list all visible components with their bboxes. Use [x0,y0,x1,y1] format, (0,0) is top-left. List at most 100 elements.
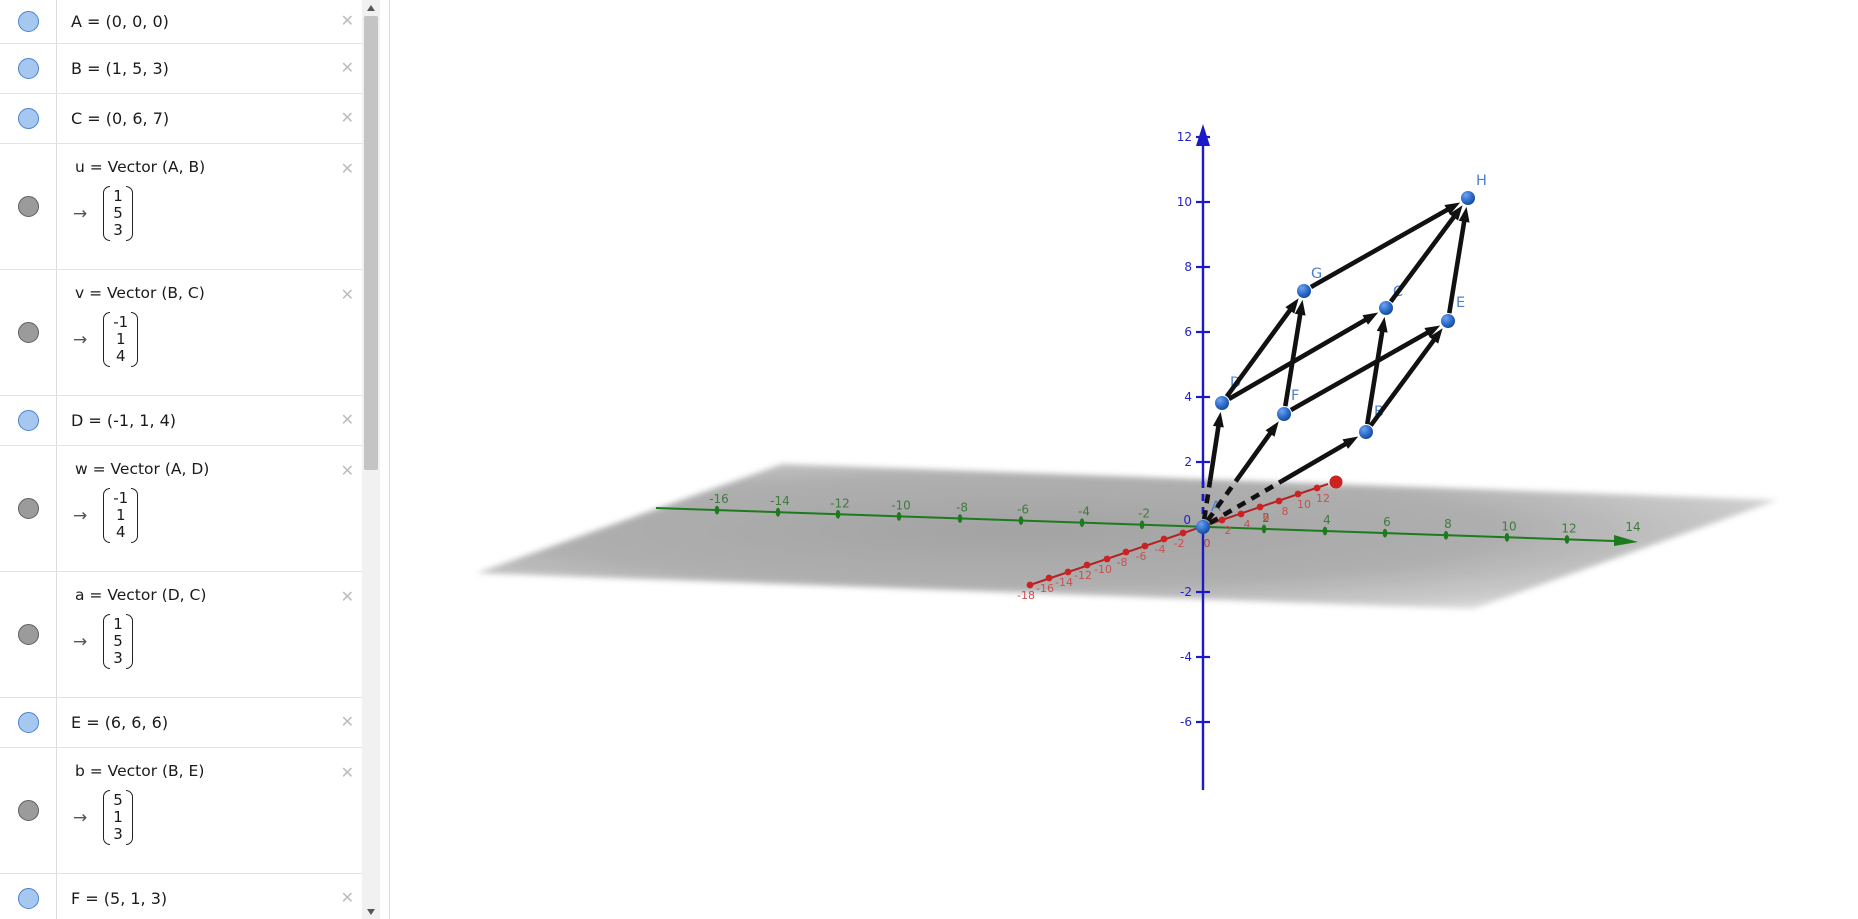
vector-arrowhead-icon [1362,312,1379,325]
x-tick-label: -6 [1136,550,1147,563]
visibility-toggle[interactable] [17,58,39,79]
scroll-up-button[interactable] [362,0,380,15]
point-F[interactable] [1277,407,1291,421]
visibility-toggle[interactable] [17,410,39,431]
x-axis-tick [1122,548,1130,556]
vector-edge-A-B[interactable] [1208,436,1359,525]
row-close-button[interactable]: ✕ [340,463,354,480]
scrollbar-thumb[interactable] [364,16,378,470]
visibility-toggle[interactable] [17,800,39,821]
point-H[interactable] [1461,191,1475,205]
point-label-H: H [1476,173,1487,189]
bullet-cell [0,144,57,269]
vector-shaft [1234,430,1274,483]
z-axis-arrow-icon [1196,124,1210,146]
z-tick-label: 2 [1184,455,1192,469]
point-G[interactable] [1297,284,1311,298]
algebra-expression[interactable]: u = Vector (A, B) → 1 5 3 [57,144,362,269]
point-D[interactable] [1215,396,1229,410]
matrix-paren-left [103,488,111,543]
scroll-up-icon [367,4,375,11]
point-B[interactable] [1359,425,1373,439]
point-C[interactable] [1379,301,1393,315]
bullet-cell [0,748,57,873]
scroll-down-button[interactable] [362,904,380,919]
vector-edge-B-C[interactable] [1365,316,1388,425]
visibility-toggle[interactable] [17,196,39,217]
y-tick-label: 12 [1561,521,1576,535]
vector-edge-A-F[interactable] [1205,421,1279,522]
vector-edge-F-E[interactable] [1289,325,1441,413]
row-close-button[interactable]: ✕ [340,109,354,127]
vector-edge-A-D[interactable] [1201,411,1224,520]
y-axis-tick [1139,520,1145,530]
algebra-expression[interactable]: C = (0, 6, 7) [57,94,362,143]
matrix-paren-right [131,488,139,543]
vector-arrowhead-icon [1424,325,1441,338]
algebra-expression[interactable]: A = (0, 0, 0) [57,0,362,43]
vector-edge-D-C[interactable] [1227,312,1379,401]
row-close-button[interactable]: ✕ [340,59,354,77]
graphics-3d-view[interactable]: -16 -14 -12 -10 -8 -6 -4 -2 2 4 6 8 10 12 14 -18 -16 -14-… [389,0,1858,919]
row-close-button[interactable]: ✕ [340,161,354,178]
y-axis-tick [775,507,781,517]
visibility-toggle[interactable] [17,888,39,909]
vector-shaft [1201,480,1213,520]
x-axis-tick [1218,516,1226,524]
point-E[interactable] [1441,314,1455,328]
row-close-button[interactable]: ✕ [340,765,354,782]
algebra-expression[interactable]: B = (1, 5, 3) [57,44,362,93]
matrix-paren-right [125,614,133,669]
vector-component: 1 [113,615,123,633]
vector-component: -1 [113,313,129,331]
row-close-button[interactable]: ✕ [340,411,354,429]
vector-edge-G-H[interactable] [1309,202,1461,290]
point-definition-text: A = (0, 0, 0) [71,12,169,31]
algebra-scrollbar[interactable] [362,0,380,919]
y-tick-label: 10 [1501,519,1516,533]
y-tick-label: 4 [1323,513,1331,527]
algebra-expression[interactable]: E = (6, 6, 6) [57,698,362,747]
row-close-button[interactable]: ✕ [340,713,354,731]
vector-arrowhead-icon [1458,206,1470,223]
visibility-toggle[interactable] [17,624,39,645]
row-close-button[interactable]: ✕ [340,287,354,304]
y-tick-label: -2 [1138,507,1150,521]
algebra-expression[interactable]: b = Vector (B, E) → 5 1 3 [57,748,362,873]
algebra-view-panel: A = (0, 0, 0) ✕ B = (1, 5, 3) ✕ C = (0, 6, 7… [0,0,388,919]
vector-edge-D-G[interactable] [1224,298,1299,398]
point-label-A: A [1211,499,1221,515]
vector-edge-F-G[interactable] [1283,299,1306,407]
vector-shaft [1208,479,1284,525]
vector-shaft [1280,441,1349,483]
visibility-toggle[interactable] [17,498,39,519]
visibility-toggle[interactable] [17,11,39,32]
matrix-paren-left [103,186,111,241]
visibility-toggle[interactable] [17,322,39,343]
vector-shaft [1447,219,1467,314]
algebra-expression[interactable]: w = Vector (A, D) → -1 1 4 [57,446,362,571]
row-close-button[interactable]: ✕ [340,12,354,30]
point-definition-text: B = (1, 5, 3) [71,59,169,78]
x-tick-label: -14 [1055,576,1073,589]
visibility-toggle[interactable] [17,712,39,733]
algebra-expression[interactable]: D = (-1, 1, 4) [57,396,362,445]
vector-edge-E-H[interactable] [1447,206,1470,314]
point-A[interactable] [1196,520,1210,534]
vector-edge-C-H[interactable] [1388,205,1463,303]
vector-edge-B-E[interactable] [1368,328,1443,427]
vector-definition-text: v = Vector (B, C) [75,284,205,302]
point-definition-text: D = (-1, 1, 4) [71,411,177,430]
row-close-button[interactable]: ✕ [340,889,354,907]
vector-value: → -1 1 4 [71,488,362,543]
x-axis-tick [1275,497,1283,505]
y-axis-tick [835,509,841,519]
algebra-expression[interactable]: F = (5, 1, 3) [57,874,362,919]
algebra-expression[interactable]: v = Vector (B, C) → -1 1 4 [57,270,362,395]
visibility-toggle[interactable] [17,108,39,129]
y-axis-tick [1261,524,1267,534]
row-close-button[interactable]: ✕ [340,589,354,606]
matrix-paren-left [103,614,111,669]
algebra-expression[interactable]: a = Vector (D, C) → 1 5 3 [57,572,362,697]
